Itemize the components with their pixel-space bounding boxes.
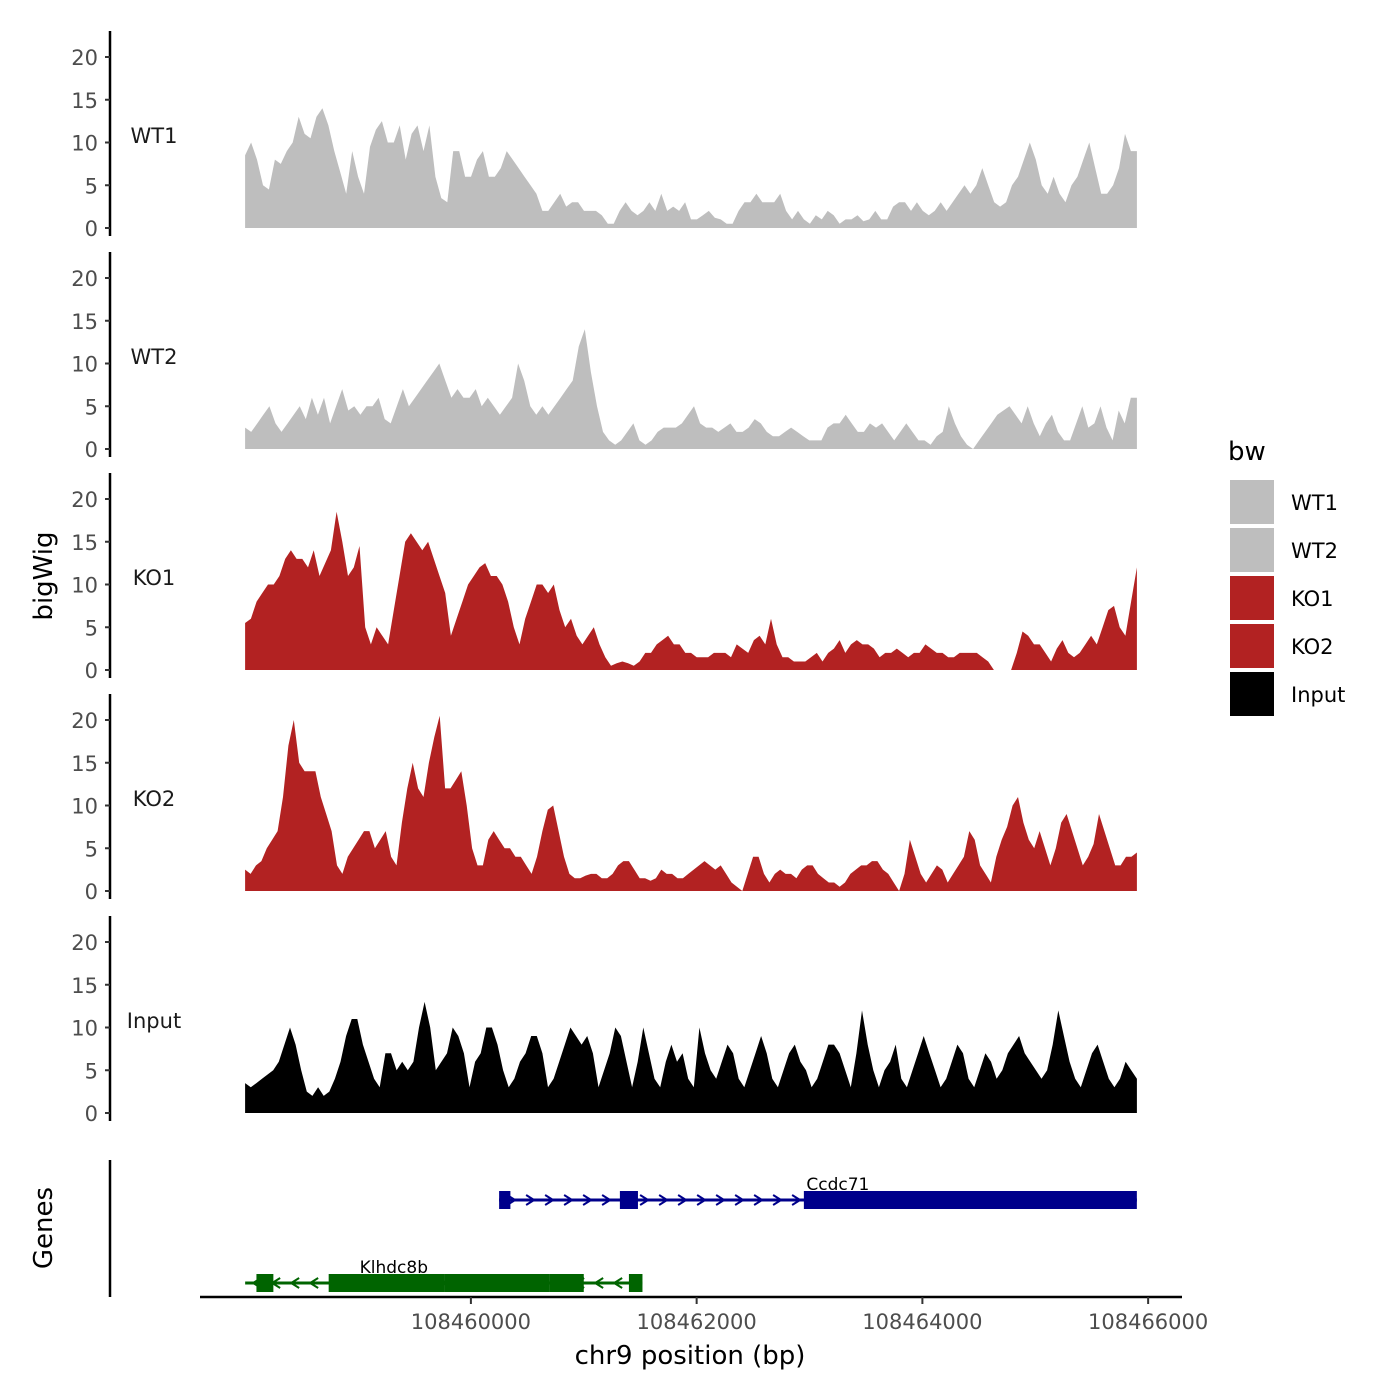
legend-swatch: [1230, 672, 1274, 716]
genes-group: Ccdc71 Klhdc8b: [108, 1160, 1137, 1297]
strand-arrow: [658, 1194, 670, 1206]
strand-arrow: [772, 1194, 784, 1206]
y-tick-label: 0: [85, 1102, 98, 1126]
y-tick-label: 20: [71, 488, 98, 512]
coverage-area-ko2: [245, 715, 1137, 891]
gene-klhdc8b: Klhdc8b: [245, 1258, 643, 1292]
strand-arrow: [734, 1194, 746, 1206]
strand-arrow: [601, 1194, 613, 1206]
track-input: 0 5 10 15 20 Input: [71, 916, 1137, 1126]
gene-exon: [444, 1274, 550, 1292]
strand-arrow: [308, 1277, 319, 1289]
x-tick-label: 108460000: [411, 1310, 531, 1334]
x-tick-label: 108462000: [637, 1310, 757, 1334]
y-tick-label: 0: [85, 659, 98, 683]
strand-arrow: [593, 1277, 604, 1289]
y-tick-label: 5: [85, 837, 98, 861]
y-tick-label: 0: [85, 880, 98, 904]
strand-arrow: [582, 1194, 594, 1206]
gene-exon: [619, 1191, 638, 1209]
y-tick-label: 15: [71, 89, 98, 113]
y-tick-label: 10: [71, 574, 98, 598]
legend-label: KO1: [1291, 587, 1334, 611]
strand-arrow: [612, 1277, 623, 1289]
coverage-area-input: [245, 1001, 1137, 1113]
legend-swatch: [1230, 528, 1274, 572]
track-label: WT1: [131, 124, 178, 148]
y-tick-label: 0: [85, 217, 98, 241]
y-tick-label: 10: [71, 1017, 98, 1041]
track-ko2: 0 5 10 15 20 KO2: [71, 694, 1137, 904]
gene-exon: [549, 1274, 584, 1292]
track-label: KO1: [133, 566, 176, 590]
y-tick-label: 10: [71, 795, 98, 819]
legend-item-wt2: WT2: [1230, 528, 1338, 572]
gene-exon: [499, 1191, 511, 1209]
coverage-area-wt2: [245, 329, 1137, 449]
y-tick-label: 10: [71, 353, 98, 377]
strand-arrow: [525, 1194, 537, 1206]
legend-item-input: Input: [1230, 672, 1345, 716]
y-tick-label: 20: [71, 267, 98, 291]
legend-label: KO2: [1291, 635, 1334, 659]
strand-arrow: [677, 1194, 689, 1206]
y-tick-label: 20: [71, 931, 98, 955]
gene-exon: [256, 1274, 274, 1292]
legend-swatch: [1230, 480, 1274, 524]
y-tick-label: 5: [85, 616, 98, 640]
track-label: Input: [127, 1009, 181, 1033]
legend-label: Input: [1291, 683, 1345, 707]
track-label: WT2: [131, 345, 178, 369]
legend-item-wt1: WT1: [1230, 480, 1338, 524]
track-ko1: 0 5 10 15 20 KO1: [71, 473, 1137, 683]
legend-swatch: [1230, 624, 1274, 668]
genes-axis-title: Genes: [29, 1187, 59, 1269]
gene-exon: [328, 1274, 445, 1292]
y-tick-label: 15: [71, 752, 98, 776]
y-tick-label: 20: [71, 709, 98, 733]
x-axis: 108460000 108462000 108464000 108466000: [200, 1295, 1208, 1334]
coverage-area-ko1: [245, 511, 1137, 670]
gene-label: Ccdc71: [806, 1175, 869, 1195]
x-axis-title: chr9 position (bp): [575, 1341, 806, 1371]
legend-item-ko1: KO1: [1230, 576, 1334, 620]
legend-swatch: [1230, 576, 1274, 620]
legend-label: WT2: [1291, 539, 1338, 563]
gene-exon: [628, 1274, 643, 1292]
tracks-group: 0 5 10 15 20 WT1 0 5 10 15 20 WT2 0 5 10 15 20 KO1 0 5 10 15 2…: [71, 31, 1137, 1126]
y-tick-label: 5: [85, 1059, 98, 1083]
coverage-area-wt1: [245, 108, 1137, 228]
strand-arrow: [563, 1194, 575, 1206]
y-tick-label: 10: [71, 132, 98, 156]
gene-ccdc71: Ccdc71: [499, 1175, 1137, 1209]
y-tick-label: 5: [85, 174, 98, 198]
strand-arrow: [715, 1194, 727, 1206]
legend: WT1 WT2 KO1 KO2 Input: [1230, 480, 1345, 716]
strand-arrow: [696, 1194, 708, 1206]
legend-label: WT1: [1291, 491, 1338, 515]
strand-arrow: [639, 1194, 651, 1206]
y-tick-label: 5: [85, 395, 98, 419]
gene-exon: [803, 1191, 1137, 1209]
y-tick-label: 15: [71, 310, 98, 334]
track-wt1: 0 5 10 15 20 WT1: [71, 31, 1137, 241]
legend-title: bw: [1228, 437, 1266, 467]
legend-item-ko2: KO2: [1230, 624, 1334, 668]
y-axis-title: bigWig: [29, 531, 59, 620]
y-tick-label: 20: [71, 46, 98, 70]
strand-arrow: [753, 1194, 765, 1206]
track-wt2: 0 5 10 15 20 WT2: [71, 252, 1137, 462]
strand-arrow: [791, 1194, 803, 1206]
x-tick-label: 108466000: [1088, 1310, 1208, 1334]
x-tick-label: 108464000: [862, 1310, 982, 1334]
y-tick-label: 0: [85, 438, 98, 462]
strand-arrow: [289, 1277, 300, 1289]
track-label: KO2: [133, 787, 176, 811]
y-tick-label: 15: [71, 974, 98, 998]
y-tick-label: 15: [71, 531, 98, 555]
strand-arrow: [544, 1194, 556, 1206]
gene-label: Klhdc8b: [360, 1258, 428, 1278]
